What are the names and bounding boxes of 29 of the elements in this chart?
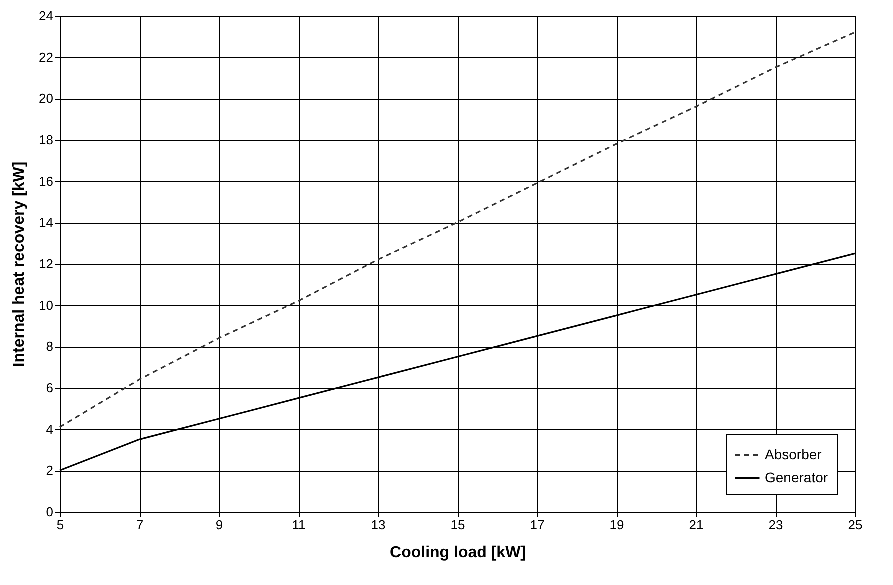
legend-label: Generator [765,470,828,486]
x-tick-label: 7 [136,518,144,532]
y-tick-label: 6 [46,380,54,396]
line-series [59,32,856,428]
y-tick-label: 10 [39,298,54,313]
y-tick-label: 24 [39,8,54,24]
legend-label: Absorber [765,446,822,462]
y-tick-label: 2 [46,463,54,478]
y-tick-label: 20 [39,91,54,106]
y-tick-label: 0 [46,504,54,520]
x-tick-label: 9 [216,518,224,532]
y-axis-title: Internal heat recovery [kW] [11,162,28,368]
y-tick-label: 14 [39,215,54,230]
y-tick-label: 16 [39,174,54,189]
x-tick-label: 19 [610,518,624,532]
x-tick-label: 11 [292,518,306,532]
x-tick-label: 17 [530,518,545,532]
y-tick-label: 22 [39,50,54,65]
x-tick-label: 5 [56,518,64,532]
x-tick-label: 25 [848,518,863,532]
x-tick-label: 15 [450,518,466,532]
y-tick-label: 8 [46,339,54,354]
y-tick-label: 12 [39,256,54,272]
x-axis-title: Cooling load [kW] [390,544,526,562]
x-tick-label: 23 [768,518,784,532]
y-tick-label: 4 [46,422,54,437]
x-tick-label: 13 [371,518,386,532]
x-tick-label: 21 [689,518,704,532]
y-tick-label: 18 [39,132,54,148]
